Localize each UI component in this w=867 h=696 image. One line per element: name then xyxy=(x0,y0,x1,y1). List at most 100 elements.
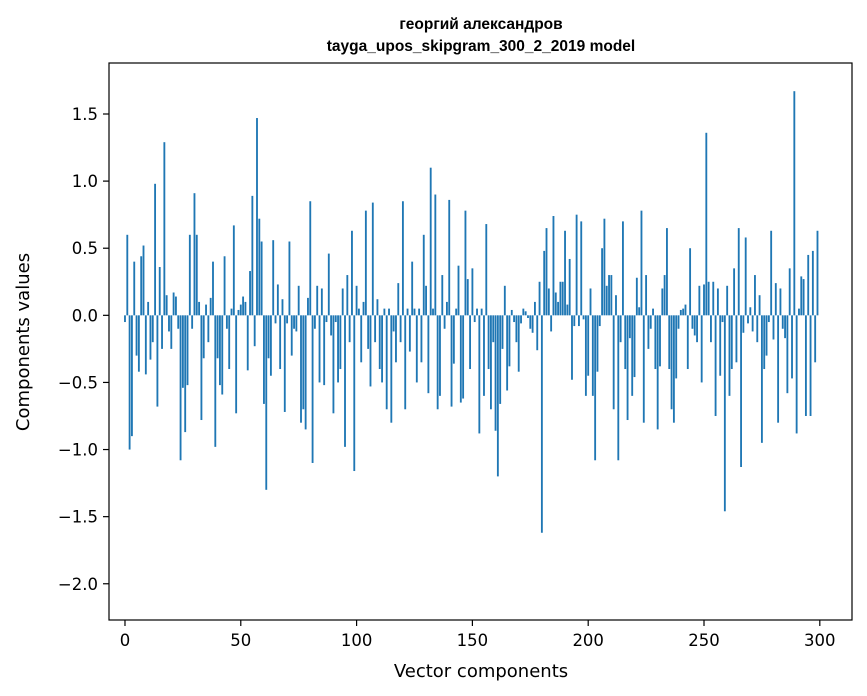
bar-97 xyxy=(348,315,351,343)
bar-231 xyxy=(659,315,661,367)
bar-118 xyxy=(397,283,400,316)
bar-81 xyxy=(311,315,314,463)
bar-46 xyxy=(230,308,233,316)
bar-155 xyxy=(483,315,485,396)
bar-52 xyxy=(244,301,247,316)
bar-21 xyxy=(172,292,175,316)
bar-23 xyxy=(177,315,180,329)
bar-272 xyxy=(754,275,756,316)
bar-37 xyxy=(209,297,212,316)
bar-174 xyxy=(527,315,529,319)
bar-92 xyxy=(337,315,339,383)
bar-251 xyxy=(705,132,708,316)
bar-121 xyxy=(404,315,407,410)
bar-253 xyxy=(710,315,712,343)
bar-265 xyxy=(737,228,740,316)
bar-182 xyxy=(545,228,548,316)
bar-201 xyxy=(589,288,592,316)
bar-91 xyxy=(334,315,337,323)
bar-263 xyxy=(733,268,736,316)
bar-108 xyxy=(374,315,377,343)
x-tick-label: 100 xyxy=(341,631,373,650)
plot-area-frame xyxy=(108,62,853,621)
bar-230 xyxy=(656,315,659,430)
bar-17 xyxy=(163,142,166,316)
bar-49 xyxy=(237,309,240,316)
bar-173 xyxy=(524,311,527,316)
bar-245 xyxy=(691,315,694,329)
bar-94 xyxy=(341,288,344,316)
chart-subtitle: tayga_upos_skipgram_300_2_2019 model xyxy=(327,38,635,55)
bar-137 xyxy=(441,275,444,316)
bar-101 xyxy=(357,308,360,316)
bar-102 xyxy=(360,315,363,363)
bar-192 xyxy=(568,258,571,316)
bar-67 xyxy=(279,315,282,370)
bar-147 xyxy=(464,210,467,316)
y-tick-label: −1.5 xyxy=(58,508,98,527)
bar-286 xyxy=(786,315,789,394)
bar-288 xyxy=(791,315,793,379)
bar-257 xyxy=(719,315,722,376)
bar-42 xyxy=(221,315,224,395)
bar-5 xyxy=(135,315,138,356)
bar-62 xyxy=(267,315,270,359)
bar-202 xyxy=(591,315,594,396)
bar-152 xyxy=(476,308,478,316)
bar-110 xyxy=(378,315,381,370)
bar-276 xyxy=(763,315,766,370)
bar-106 xyxy=(369,315,372,387)
bar-26 xyxy=(184,315,187,433)
bar-series xyxy=(124,91,819,533)
bar-48 xyxy=(235,315,238,414)
bar-148 xyxy=(466,279,469,316)
bar-252 xyxy=(707,281,710,316)
bar-281 xyxy=(774,283,777,316)
bar-248 xyxy=(698,285,701,316)
bar-84 xyxy=(318,315,321,383)
bar-292 xyxy=(800,276,803,316)
bar-161 xyxy=(496,315,499,477)
bar-35 xyxy=(205,304,207,316)
bar-273 xyxy=(756,315,759,343)
bar-160 xyxy=(494,315,497,431)
bar-278 xyxy=(767,315,770,323)
bar-212 xyxy=(615,295,617,316)
bar-24 xyxy=(179,315,182,461)
bar-226 xyxy=(647,315,650,349)
bar-264 xyxy=(735,315,738,363)
bar-198 xyxy=(582,315,585,320)
bar-185 xyxy=(552,216,555,316)
bar-8 xyxy=(142,245,145,316)
bar-238 xyxy=(675,315,678,379)
x-tick-label: 50 xyxy=(230,631,251,650)
bar-200 xyxy=(587,315,590,376)
bar-184 xyxy=(550,315,553,332)
bar-215 xyxy=(622,221,624,316)
bar-43 xyxy=(223,256,226,316)
bar-267 xyxy=(742,315,745,333)
bar-41 xyxy=(219,315,221,386)
bar-32 xyxy=(198,301,201,316)
bar-280 xyxy=(772,315,775,340)
bar-195 xyxy=(575,214,578,316)
bar-28 xyxy=(188,234,191,316)
x-tick-label: 300 xyxy=(804,631,836,650)
bar-158 xyxy=(490,315,492,410)
bar-154 xyxy=(480,308,483,316)
bar-2 xyxy=(128,315,131,450)
bar-45 xyxy=(228,315,231,370)
y-tick-label: 0.5 xyxy=(72,239,98,258)
bar-36 xyxy=(207,315,210,343)
bar-11 xyxy=(149,315,152,360)
bar-55 xyxy=(251,195,254,316)
bar-140 xyxy=(448,199,451,316)
bar-290 xyxy=(795,315,798,434)
bar-229 xyxy=(654,315,657,370)
bar-50 xyxy=(239,304,242,316)
bar-211 xyxy=(612,315,615,410)
bar-78 xyxy=(304,315,307,430)
bar-20 xyxy=(170,315,173,349)
bar-297 xyxy=(811,250,814,316)
bar-194 xyxy=(573,315,576,327)
